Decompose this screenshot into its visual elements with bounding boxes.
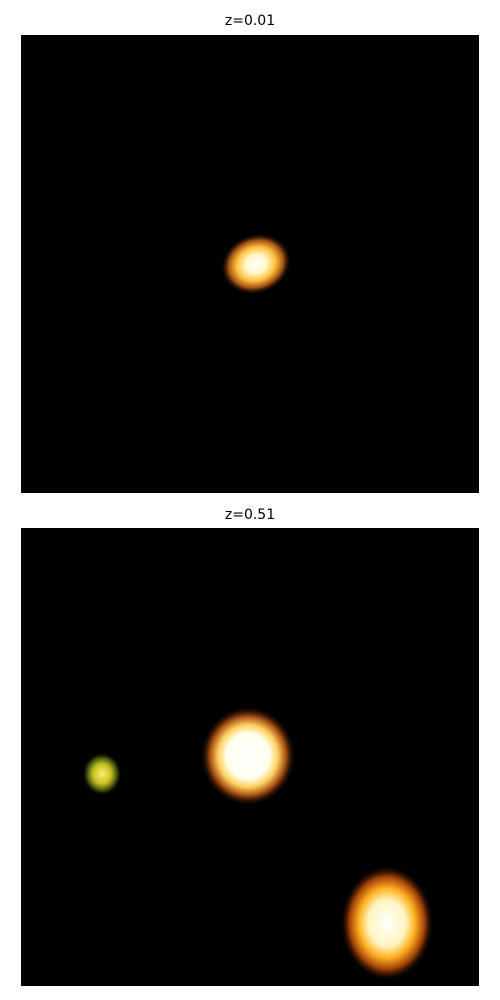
bright-source-center	[200, 706, 296, 806]
galaxy-source	[220, 233, 292, 295]
image-top	[21, 35, 479, 493]
image-bottom	[21, 528, 479, 986]
bright-source-lower-right	[340, 865, 434, 981]
panel-title-top: z=0.01	[224, 13, 276, 29]
image-panel-bottom	[21, 528, 479, 986]
faint-source	[82, 752, 122, 796]
image-panel-top	[21, 35, 479, 493]
panel-title-bottom: z=0.51	[224, 507, 276, 523]
